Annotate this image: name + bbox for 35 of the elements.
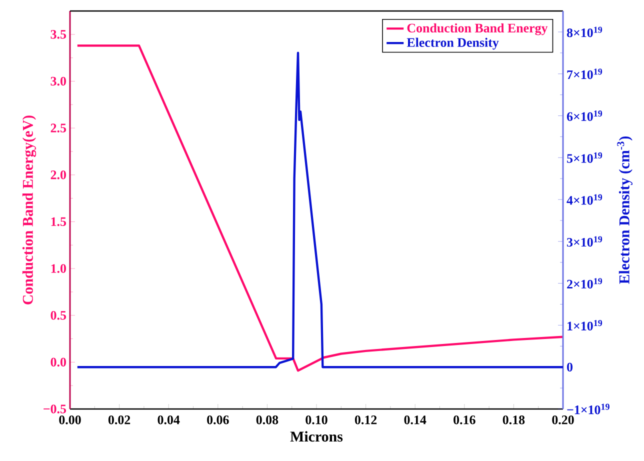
- x-tick-label: 0.20: [552, 416, 574, 424]
- y2-tick-label: 6×10$^{19}$: [566, 110, 602, 121]
- y2-tick-label: 3×10$^{19}$: [567, 236, 602, 247]
- legend-label: Conduction Band Energy: [407, 23, 548, 36]
- x-tick-label: 0.14: [404, 416, 426, 424]
- y-tick-label: 1.5: [51, 217, 66, 226]
- y2-tick-label: 8×10$^{19}$: [566, 26, 602, 38]
- y-tick-label: 0.0: [50, 358, 66, 367]
- y2-tick-label: 7×10$^{19}$: [567, 68, 602, 80]
- y2-tick-label: −1×10$^{19}$: [567, 404, 610, 414]
- y2-tick-label: 2×10$^{19}$: [567, 278, 602, 289]
- y-tick-label: 2.5: [50, 124, 66, 132]
- x-tick-label: 0.06: [207, 416, 229, 424]
- y-tick-label: 0.5: [50, 310, 66, 320]
- x-tick-label: 0.10: [306, 416, 328, 424]
- y-tick-label: 3.0: [50, 76, 66, 86]
- y2-tick-label: 4×10$^{19}$: [566, 194, 602, 205]
- x-tick-label: 0.04: [158, 416, 180, 424]
- legend-label: Electron Density: [406, 38, 499, 50]
- y-tick-label: −0.5: [44, 404, 66, 414]
- x-axis-title: Microns: [290, 431, 343, 442]
- x-tick-label: 0.16: [454, 416, 476, 424]
- x-tick-label: 0.00: [59, 416, 81, 424]
- y-tick-label: 3.5: [50, 30, 66, 39]
- y-tick-label: 2.0: [50, 170, 66, 180]
- y2-tick-label: 5×10$^{19}$: [567, 152, 602, 163]
- y2-tick-label: 0: [567, 362, 573, 372]
- x-tick-label: 0.18: [502, 416, 525, 424]
- x-tick-label: 0.12: [354, 416, 377, 424]
- y2-axis-title: Electron Density (cm$^{-3}$): [617, 136, 632, 284]
- x-tick-label: 0.08: [256, 416, 278, 424]
- y-tick-label: 1.0: [51, 264, 66, 273]
- x-tick-label: 0.02: [108, 416, 130, 424]
- y-axis-title: Conduction Band Energy(eV): [22, 116, 36, 304]
- y2-tick-label: 1×10$^{19}$: [568, 320, 602, 330]
